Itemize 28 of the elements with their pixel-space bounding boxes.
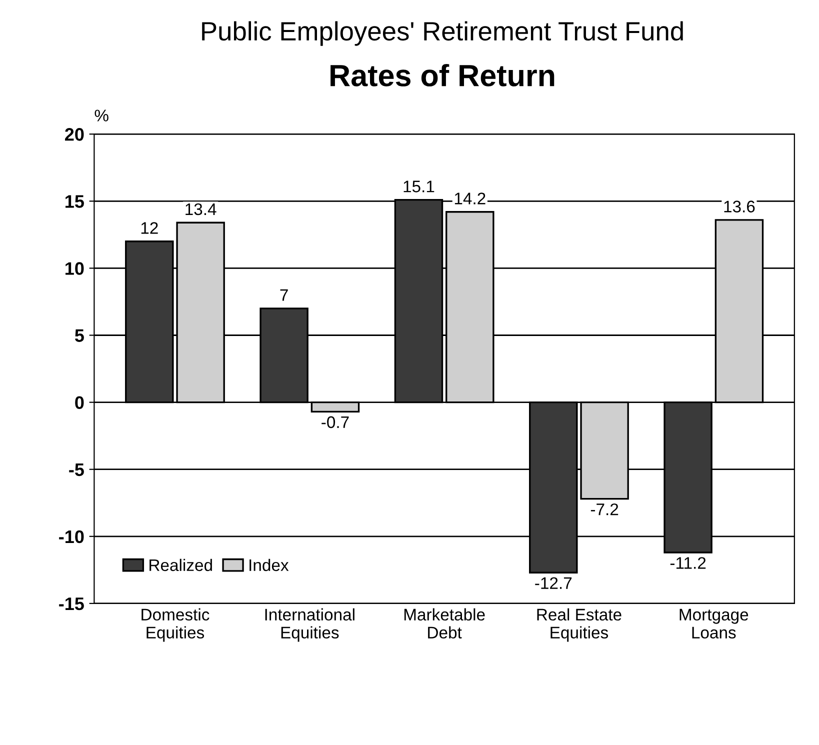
y-tick-label: 10 bbox=[66, 262, 84, 275]
data-label: 15.1 bbox=[404, 180, 434, 192]
data-label: -12.7 bbox=[535, 577, 572, 589]
data-label: -7.2 bbox=[590, 503, 618, 516]
data-label: 14.2 bbox=[454, 192, 486, 204]
x-tick-label: Real Estate Equities bbox=[537, 608, 622, 642]
y-tick-label: 15 bbox=[66, 195, 84, 208]
data-label: 13.4 bbox=[186, 203, 216, 216]
data-label: -0.7 bbox=[322, 416, 349, 428]
data-label: 13.6 bbox=[724, 200, 755, 212]
data-label: -11.2 bbox=[670, 557, 706, 569]
x-tick-label: Mortgage Loans bbox=[680, 608, 748, 639]
legend-label: Index bbox=[250, 558, 289, 572]
x-tick-label: Marketable Debt bbox=[404, 608, 485, 639]
chart-title: Rates of Return bbox=[330, 64, 554, 86]
y-axis-title: % bbox=[94, 110, 108, 122]
data-label: 12 bbox=[141, 222, 158, 234]
y-tick-label: 0 bbox=[75, 396, 84, 410]
x-tick-label: International Equities bbox=[265, 608, 354, 642]
y-tick-label: -5 bbox=[69, 463, 84, 476]
data-label: 7 bbox=[280, 289, 288, 301]
chart-subtitle: Public Employees' Retirement Trust Fund bbox=[202, 21, 683, 46]
y-tick-label: -10 bbox=[59, 530, 84, 544]
legend-label: Realized bbox=[150, 558, 212, 572]
x-tick-label: Domestic Equities bbox=[142, 608, 210, 642]
y-tick-label: -15 bbox=[59, 598, 84, 610]
y-tick-label: 20 bbox=[65, 128, 84, 141]
y-tick-label: 5 bbox=[74, 329, 84, 342]
